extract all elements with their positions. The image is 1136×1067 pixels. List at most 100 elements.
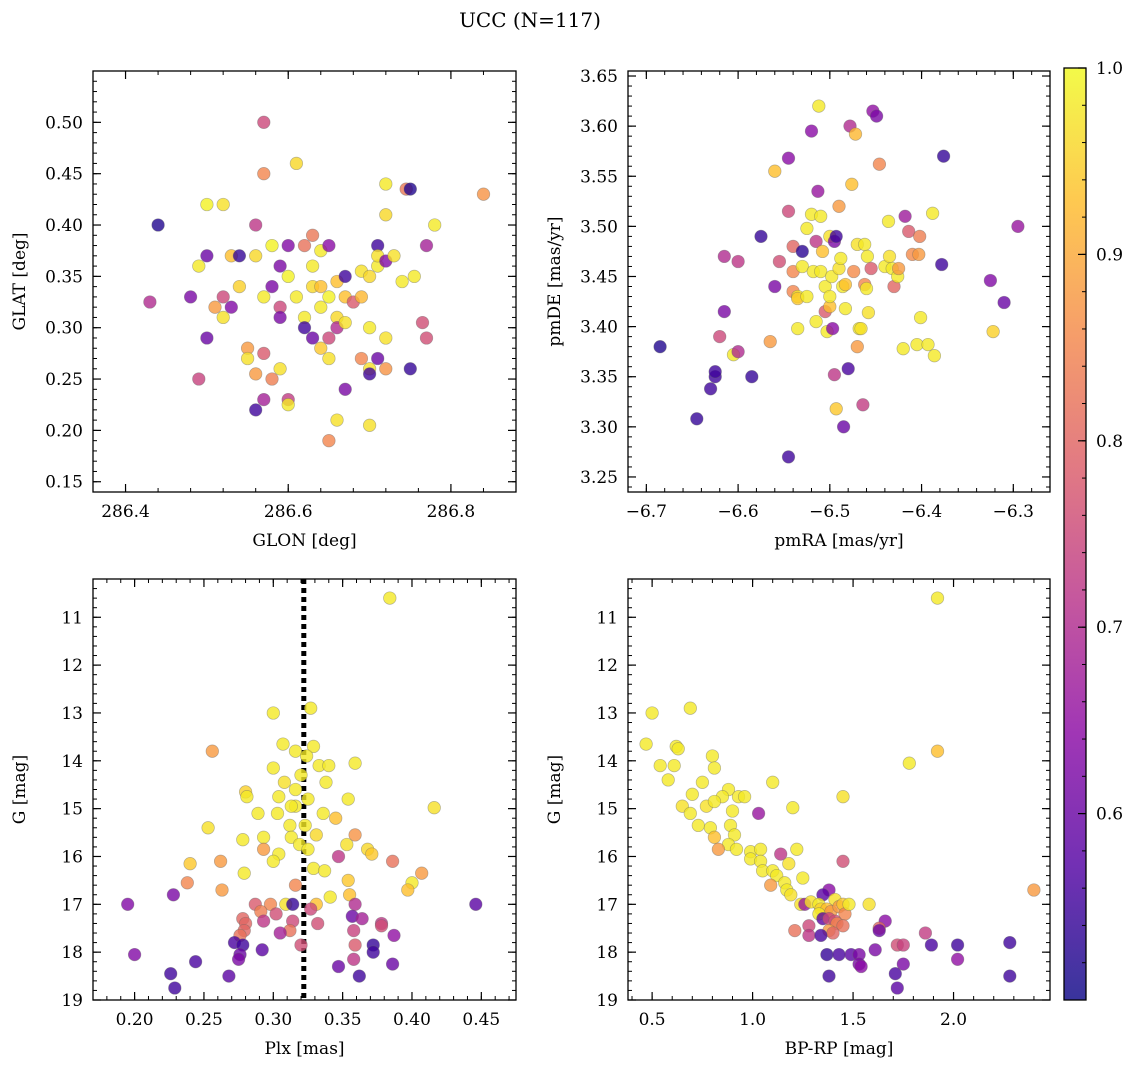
y-tick-label: 0.25 xyxy=(45,370,83,390)
data-point xyxy=(338,269,352,284)
data-point xyxy=(348,938,362,952)
y-tick-label: 0.30 xyxy=(45,319,83,339)
data-point xyxy=(151,218,165,232)
data-point xyxy=(256,914,271,928)
data-point xyxy=(298,818,312,833)
data-point xyxy=(838,277,853,292)
colorbar-tick-label: 0.6 xyxy=(1096,805,1123,825)
data-point xyxy=(316,806,330,821)
data-point xyxy=(403,362,417,376)
data-point xyxy=(861,305,876,320)
x-tick-label: 1.5 xyxy=(840,1010,867,1030)
plot-area xyxy=(121,579,483,1000)
data-point xyxy=(257,290,271,304)
data-point xyxy=(362,321,377,335)
data-point xyxy=(305,259,320,273)
data-point xyxy=(653,758,667,773)
data-point xyxy=(753,842,768,856)
data-point xyxy=(912,247,926,262)
data-point xyxy=(1011,219,1025,234)
data-point xyxy=(707,761,722,775)
data-point xyxy=(127,947,142,962)
data-point xyxy=(257,346,271,361)
data-point xyxy=(362,418,377,432)
plot-area xyxy=(653,99,1025,464)
panel-glon-glat: 286.4 286.6 286.8 0.15 0.20 0.25 0.30 0.35 0.40 0… xyxy=(10,70,517,551)
data-point xyxy=(983,273,998,288)
data-point xyxy=(986,324,1000,339)
colorbar-tick-label: 0.9 xyxy=(1096,245,1123,265)
data-point xyxy=(273,926,287,940)
data-point xyxy=(713,329,727,344)
x-tick-label: −6.7 xyxy=(626,502,667,522)
data-point xyxy=(281,398,295,412)
data-point xyxy=(314,341,328,355)
data-point xyxy=(936,149,951,163)
data-point xyxy=(675,799,689,813)
data-point xyxy=(1027,883,1041,897)
data-point xyxy=(255,943,269,957)
data-point xyxy=(872,923,886,938)
data-point xyxy=(297,321,312,335)
y-tick-label: 11 xyxy=(61,608,83,628)
data-point xyxy=(639,737,653,751)
data-point xyxy=(415,866,429,880)
data-point xyxy=(1003,969,1017,983)
data-point xyxy=(294,938,308,952)
data-point xyxy=(790,842,804,856)
data-point xyxy=(683,701,697,715)
data-point xyxy=(403,182,417,196)
data-point xyxy=(266,761,280,775)
data-point xyxy=(192,259,206,273)
data-point xyxy=(265,279,279,294)
data-point xyxy=(913,229,927,244)
data-point xyxy=(257,167,271,181)
y-tick-label: 18 xyxy=(61,943,83,963)
data-point xyxy=(930,744,945,758)
data-point xyxy=(825,321,840,336)
data-point xyxy=(322,331,336,345)
x-tick-label: −6.3 xyxy=(993,502,1034,522)
data-point xyxy=(348,756,362,770)
data-point xyxy=(822,969,836,983)
data-point xyxy=(419,331,434,345)
data-point xyxy=(288,878,303,892)
data-point xyxy=(281,269,295,284)
y-tick-label: 11 xyxy=(596,608,618,628)
data-point xyxy=(180,876,194,890)
data-point xyxy=(812,99,826,113)
data-point xyxy=(795,244,809,259)
data-point xyxy=(862,897,876,911)
data-point xyxy=(266,854,280,868)
y-tick-label: 3.50 xyxy=(580,217,618,237)
data-point xyxy=(708,365,722,379)
data-point xyxy=(322,290,336,304)
data-point xyxy=(814,264,828,279)
x-tick-label: −6.6 xyxy=(717,502,758,522)
data-point xyxy=(860,249,875,264)
data-point xyxy=(950,938,965,952)
data-point xyxy=(717,304,731,319)
panel-plx-g: 0.20 0.25 0.30 0.35 0.40 0.45 11 12 13 14 15 16 17 18… xyxy=(10,578,517,1059)
data-point xyxy=(269,907,283,921)
x-tick-label: −6.5 xyxy=(809,502,850,522)
panel-pmra-pmde: −6.7 −6.6 −6.5 −6.4 −6.3 3.25 3.30 3.35 3.40 3.45… xyxy=(545,67,1051,551)
x-tick-label: 0.5 xyxy=(639,1010,666,1030)
data-point xyxy=(143,295,157,309)
colorbar-frame xyxy=(1063,67,1087,1001)
y-tick-label: 14 xyxy=(61,752,83,772)
data-point xyxy=(276,737,290,751)
data-point xyxy=(667,758,681,773)
data-point xyxy=(671,742,685,756)
data-point xyxy=(319,775,333,789)
colorbar-gradient xyxy=(1064,68,1086,1000)
y-tick-label: 12 xyxy=(61,656,83,676)
x-tick-label: 2.0 xyxy=(940,1010,967,1030)
data-point xyxy=(387,249,401,263)
data-point xyxy=(924,938,939,952)
plot-area xyxy=(639,591,1041,995)
y-tick-label: 3.25 xyxy=(580,468,618,488)
data-point xyxy=(347,952,361,966)
data-point xyxy=(342,888,357,902)
data-point xyxy=(314,279,328,294)
